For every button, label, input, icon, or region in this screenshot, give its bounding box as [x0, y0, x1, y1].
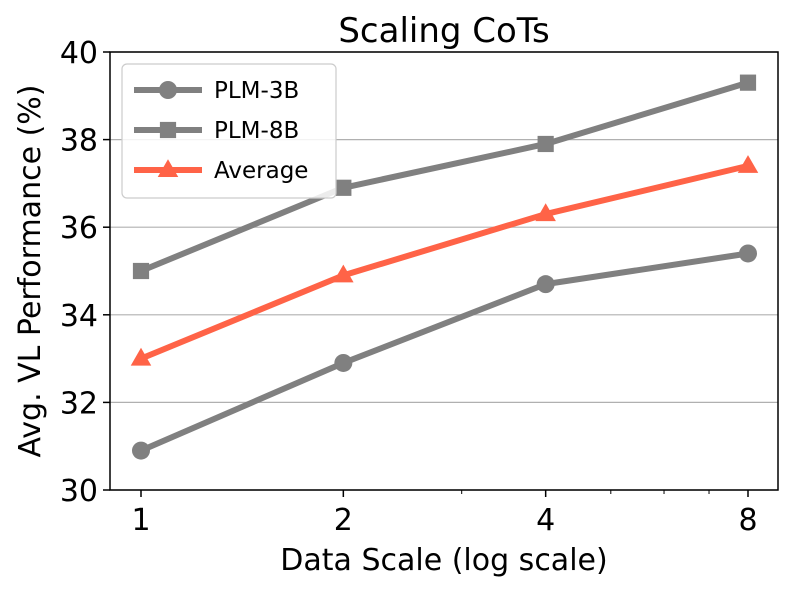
series-line-average	[139, 162, 749, 362]
legend: PLM-3B PLM-8B Average	[121, 63, 337, 199]
y-tick-label: 34	[60, 299, 98, 334]
data-point-average	[333, 264, 354, 283]
data-point-average	[737, 155, 759, 173]
y-tick-label: 30	[60, 474, 98, 509]
series-average	[130, 155, 759, 366]
x-tick-label: 4	[536, 503, 555, 538]
legend-box	[121, 63, 337, 199]
legend-label-plm-3b: PLM-3B	[214, 78, 299, 104]
data-point-plm-3b	[132, 441, 150, 460]
series-plm-8b	[132, 74, 757, 280]
data-point-average	[130, 347, 152, 366]
data-point-plm-8b	[739, 74, 757, 91]
legend-marker-average	[157, 159, 179, 178]
axis-ticks: 30 32 34 36 38 40 1 2 4 8	[60, 36, 758, 538]
y-tick-label: 36	[60, 211, 98, 246]
x-tick-label: 1	[131, 503, 150, 538]
y-tick-label: 32	[60, 386, 98, 421]
legend-marker-plm-8b	[159, 121, 177, 139]
x-tick-label: 2	[334, 503, 353, 538]
legend-label-average: Average	[214, 158, 308, 184]
series-line-plm-3b	[139, 250, 749, 454]
data-point-plm-3b	[739, 244, 757, 263]
legend-label-plm-8b: PLM-8B	[214, 118, 299, 144]
data-point-average	[535, 203, 556, 222]
series-line-plm-8b	[139, 79, 749, 274]
data-point-plm-8b	[132, 262, 150, 280]
y-axis-label: Avg. VL Performance (%)	[13, 85, 48, 458]
data-point-plm-8b	[537, 135, 554, 153]
chart-title: Scaling CoTs	[338, 11, 549, 51]
x-tick-label: 8	[738, 503, 757, 538]
y-tick-label: 38	[60, 124, 98, 159]
data-point-plm-3b	[536, 275, 555, 294]
x-axis-label: Data Scale (log scale)	[280, 543, 607, 578]
data-point-plm-3b	[334, 353, 353, 372]
legend-item-plm-8b: PLM-8B	[134, 118, 299, 144]
series-layer	[130, 74, 759, 460]
series-plm-3b	[132, 244, 757, 460]
y-tick-label: 40	[60, 36, 98, 71]
data-point-plm-8b	[335, 179, 352, 196]
legend-item-plm-3b: PLM-3B	[134, 78, 299, 104]
legend-marker-plm-3b	[159, 81, 177, 99]
plot-frame	[109, 51, 779, 491]
legend-item-average: Average	[134, 158, 308, 184]
